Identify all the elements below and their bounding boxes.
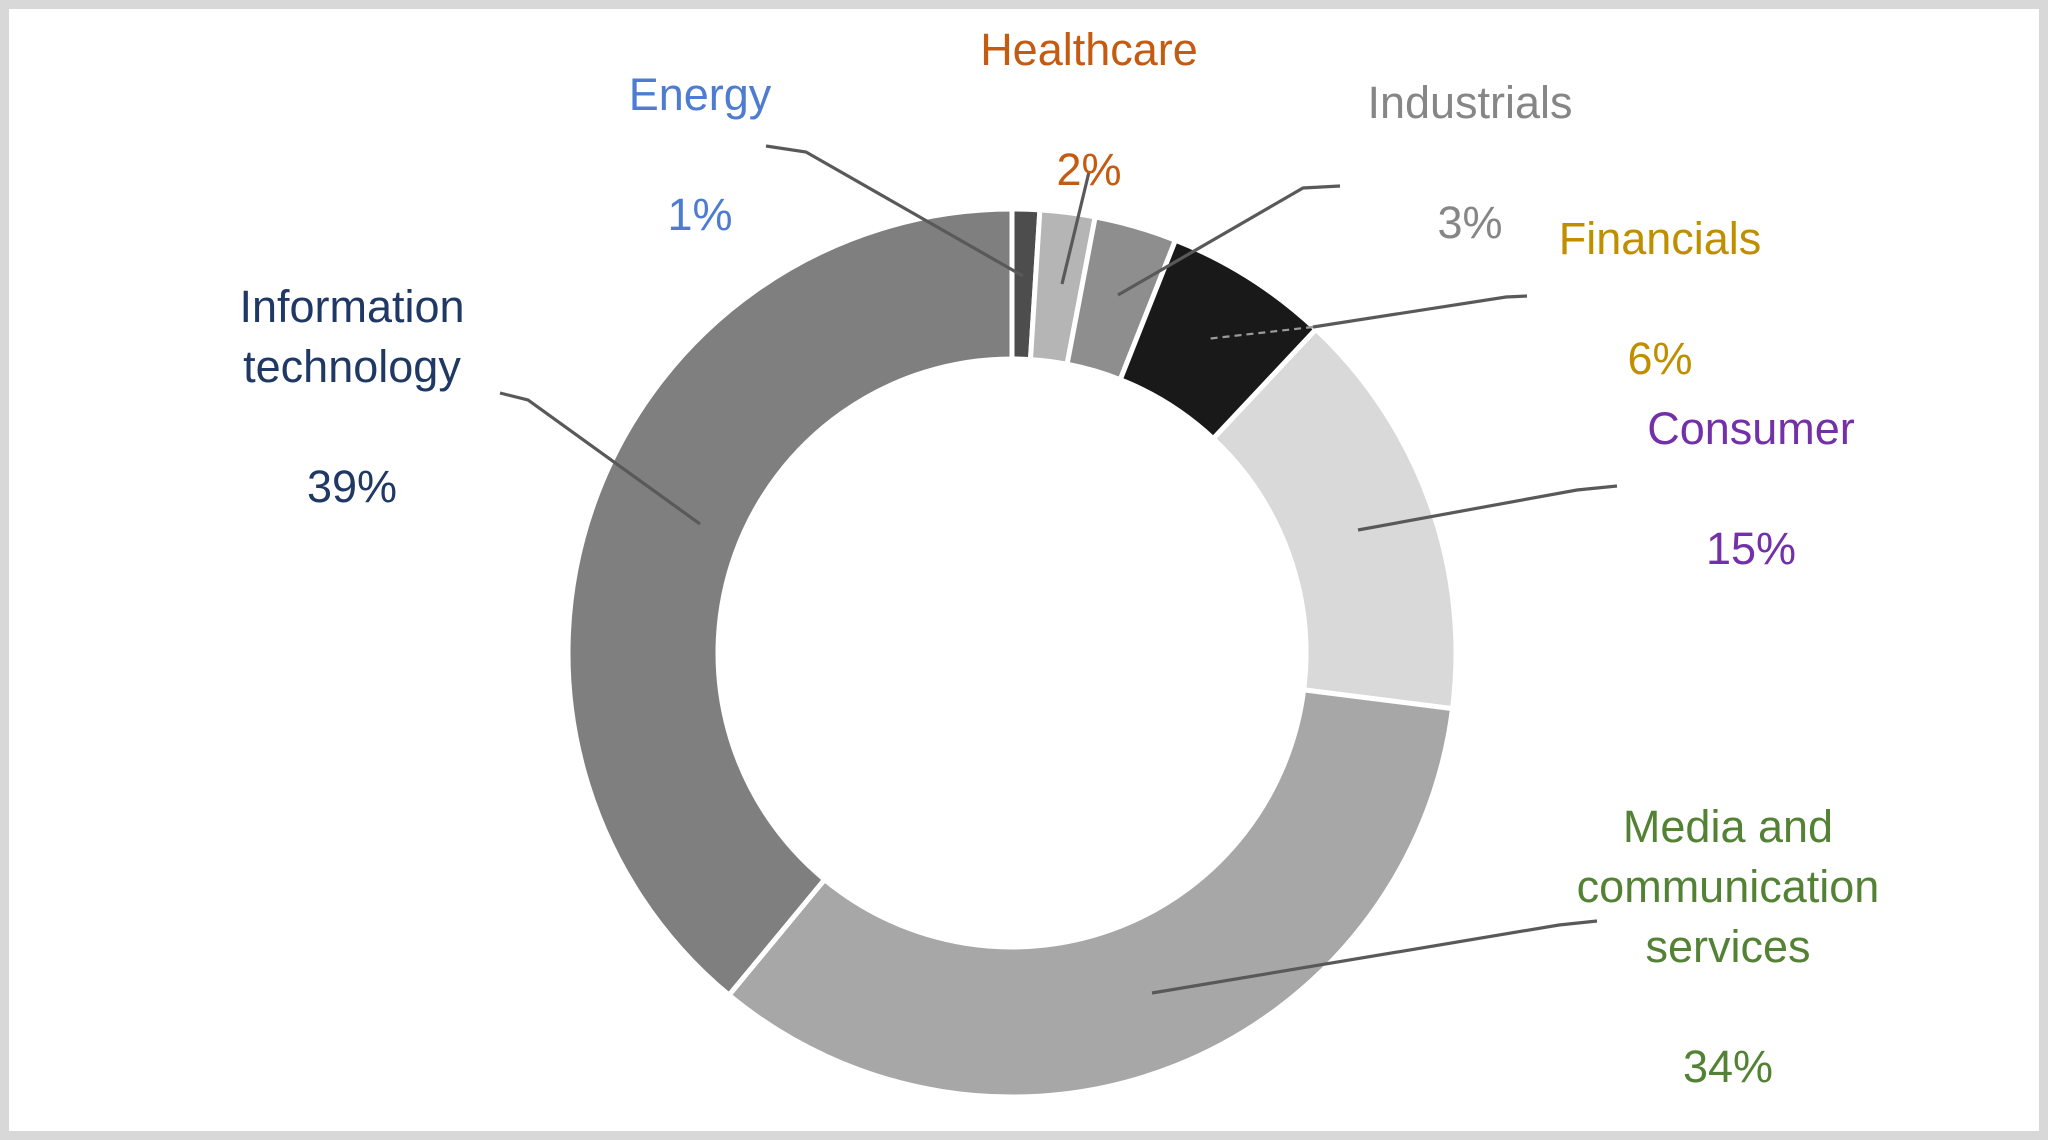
sector-name: Industrials: [1367, 77, 1573, 128]
sector-name: Financials: [1558, 213, 1762, 264]
leader-line-consumer: [1357, 484, 1618, 532]
sector-percent: 3%: [1437, 197, 1503, 248]
leader-line-industrials: [1117, 184, 1341, 297]
sector-label-consumer: Consumer 15%: [1647, 339, 1855, 639]
sector-label-energy: Energy 1%: [629, 5, 772, 305]
slice-information-technology: [565, 206, 1015, 999]
sector-label-financials: Financials 6%: [1559, 149, 1762, 449]
sector-label-information-technology: Information technology 39%: [239, 217, 464, 577]
sector-percent: 2%: [1056, 144, 1122, 195]
sector-name: Healthcare: [980, 24, 1198, 75]
sector-name: Information technology: [239, 281, 465, 392]
leader-line-energy: [765, 144, 1024, 278]
sector-name: Consumer: [1647, 403, 1855, 454]
sector-label-healthcare: Healthcare 2%: [980, 0, 1198, 260]
leader-line-financials-dashed: [1205, 325, 1314, 341]
leader-line-financials: [1312, 294, 1528, 329]
sector-percent: 39%: [306, 461, 398, 512]
sector-percent: 34%: [1682, 1041, 1774, 1092]
slice-media-and-communication-services: [725, 687, 1456, 1100]
sector-name: Energy: [628, 69, 772, 120]
sector-percent: 15%: [1705, 523, 1797, 574]
sector-label-media-and-communication-services: Media and communication services 34%: [1577, 737, 1880, 1140]
sector-percent: 6%: [1627, 333, 1693, 384]
leader-line-media-and-communication-services: [1151, 919, 1598, 995]
sector-percent: 1%: [667, 189, 733, 240]
leader-line-information-technology: [499, 391, 701, 526]
sector-label-industrials: Industrials 3%: [1367, 13, 1572, 313]
sector-name: Media and communication services: [1576, 801, 1880, 972]
leader-line-healthcare: [1060, 171, 1091, 285]
